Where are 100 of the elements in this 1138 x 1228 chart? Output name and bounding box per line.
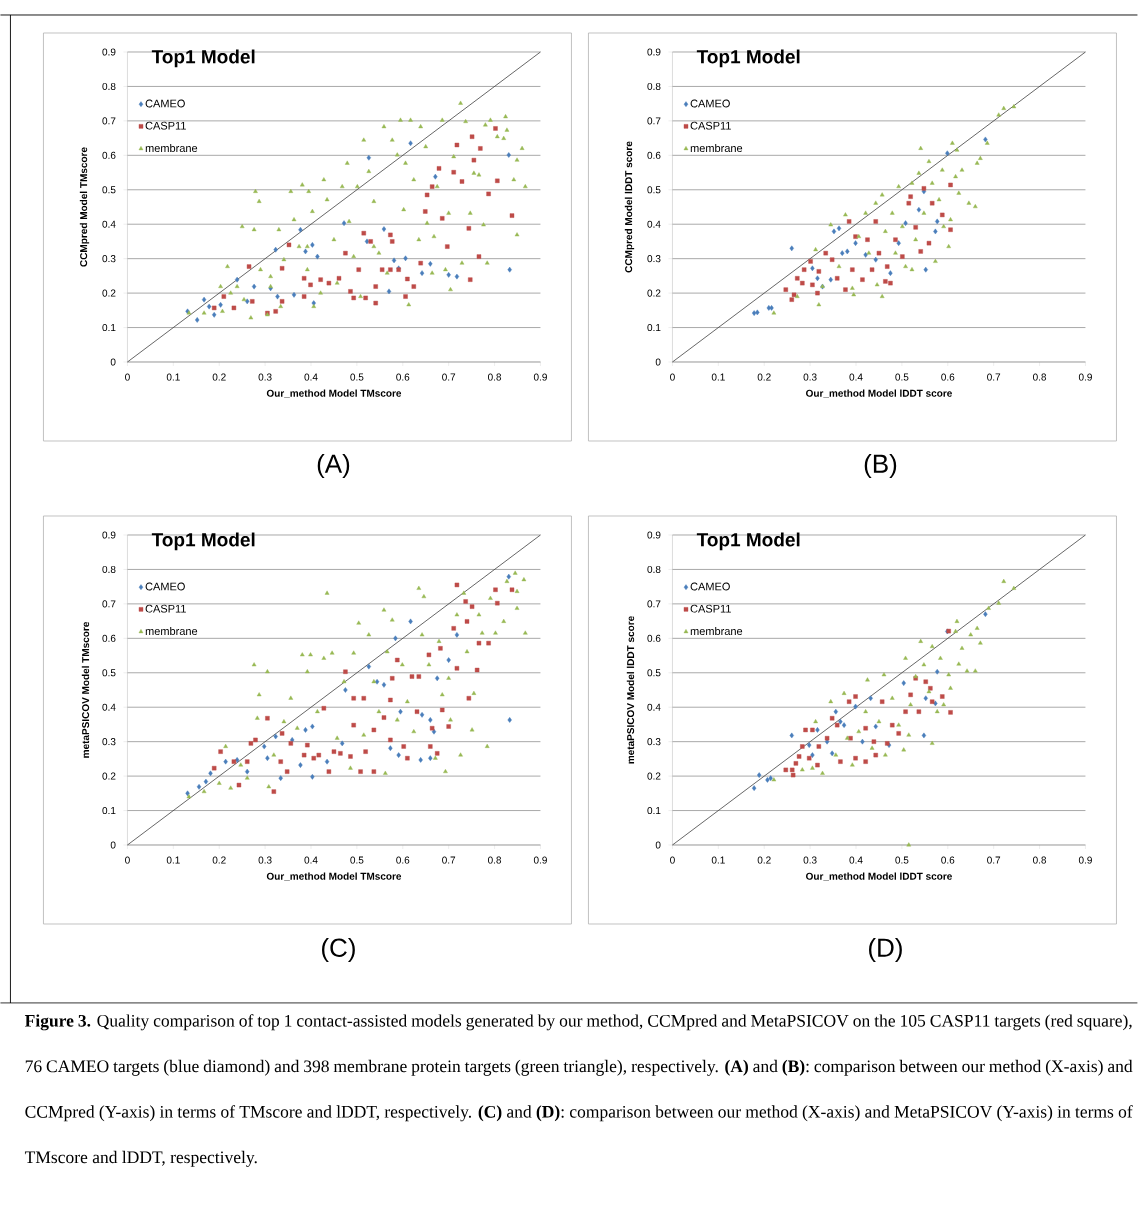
text: (B) (864, 453, 897, 479)
legend-label: CAMEO (145, 582, 185, 591)
text: (C) (322, 937, 355, 963)
x-tick-label: 0.4 (849, 856, 863, 864)
x-tick-label: 0 (670, 373, 675, 381)
x-tick-label: 0 (670, 856, 675, 864)
x-tick-label: 0.6 (396, 856, 410, 864)
legend-label: membrane (690, 143, 743, 153)
x-tick-label: 0.7 (987, 373, 1001, 381)
x-tick-label: 0.3 (803, 856, 817, 864)
chart-title: Top1 Model (151, 49, 255, 68)
x-tick-label: 0.7 (442, 856, 456, 864)
x-tick-label: 0.1 (166, 856, 180, 864)
y-tick-label: 0.1 (647, 324, 661, 332)
x-tick-label: 0 (125, 373, 130, 381)
legend-label: CAMEO (690, 582, 730, 591)
x-tick-label: 0.8 (488, 856, 502, 864)
y-tick-label: 0.8 (102, 565, 116, 573)
y-tick-label: 0.5 (102, 669, 116, 677)
legend-label: CASP11 (690, 604, 731, 613)
y-tick-label: 0.8 (102, 82, 116, 90)
x-tick-label: 0.7 (442, 373, 456, 381)
y-tick-label: 0.2 (647, 289, 661, 297)
legend-label: CASP11 (690, 121, 731, 130)
y-axis-title: CCMpred Model TMscore (79, 147, 90, 267)
x-tick-label: 0.3 (258, 373, 272, 381)
x-axis-title: Our_method Model TMscore (266, 389, 402, 398)
legend-label: membrane (145, 143, 198, 153)
legend-label: membrane (690, 626, 743, 636)
y-tick-label: 0.3 (102, 738, 116, 746)
y-tick-label: 0.8 (647, 565, 661, 573)
y-tick-label: 0.6 (102, 151, 116, 159)
y-tick-label: 0 (110, 841, 116, 849)
x-axis-title: Our_method Model lDDT score (806, 389, 952, 398)
chart-title: Top1 Model (696, 532, 800, 551)
legend-label: membrane (145, 626, 198, 636)
x-tick-label: 0.9 (1078, 373, 1092, 381)
x-tick-label: 0.2 (757, 856, 771, 864)
x-tick-label: 0.5 (350, 856, 364, 864)
y-axis-title: metaPSICOV Model lDDT score (626, 616, 635, 764)
y-tick-label: 0 (655, 358, 661, 366)
y-tick-label: 0.5 (647, 186, 661, 194)
y-tick-label: 0.4 (647, 703, 661, 711)
x-tick-label: 0.5 (350, 373, 364, 381)
text: Figure 3. Quality comparison of top 1 contact-assisted models generated by our method, CCMpred and MetaPSICOV on the 105 CASP11 targets (red square), 76 CAMEO targets (blue diamond) and 398 membrane protein targets (green triangle), respectively. (A) and (B): comparison between our method (X-axis) and CCMpred (Y-axis) in terms of TMscore and lDDT, respectively. (C) and (D): comparison between our method (X-axis) and MetaPSICOV (Y-axis) in terms of TMscore and lDDT, respectively. (24, 1014, 1133, 1167)
legend-label: CASP11 (145, 604, 186, 613)
y-tick-label: 0.9 (647, 48, 661, 56)
x-axis-title: Our_method Model TMscore (266, 872, 402, 881)
y-tick-label: 0.1 (102, 807, 116, 815)
x-tick-label: 0.9 (533, 373, 547, 381)
x-tick-label: 0.9 (1078, 856, 1092, 864)
y-tick-label: 0.2 (647, 772, 661, 780)
x-tick-label: 0.6 (396, 373, 410, 381)
y-tick-label: 0.6 (647, 151, 661, 159)
y-tick-label: 0.8 (647, 82, 661, 90)
x-axis-title: Our_method Model lDDT score (806, 872, 952, 881)
x-tick-label: 0.1 (711, 856, 725, 864)
x-tick-label: 0.4 (849, 373, 863, 381)
y-tick-label: 0.3 (647, 738, 661, 746)
x-tick-label: 0.2 (212, 373, 226, 381)
y-tick-label: 0.7 (102, 600, 116, 608)
y-axis-title: metaPSICOV Model TMscore (81, 621, 90, 758)
x-tick-label: 0.2 (757, 373, 771, 381)
x-tick-label: 0.8 (488, 373, 502, 381)
y-tick-label: 0.4 (102, 220, 116, 228)
x-tick-label: 0.6 (941, 373, 955, 381)
y-tick-label: 0 (110, 358, 116, 366)
y-tick-label: 0.7 (102, 117, 116, 125)
y-tick-label: 0.6 (102, 634, 116, 642)
legend-label: CASP11 (145, 121, 186, 130)
x-tick-label: 0.5 (895, 373, 909, 381)
y-tick-label: 0.2 (102, 772, 116, 780)
chart-title: Top1 Model (696, 49, 800, 68)
y-tick-label: 0.5 (647, 669, 661, 677)
x-tick-label: 0.2 (212, 856, 226, 864)
y-tick-label: 0.9 (102, 531, 116, 539)
y-tick-label: 0.7 (647, 600, 661, 608)
y-tick-label: 0.7 (647, 117, 661, 125)
y-tick-label: 0.6 (647, 634, 661, 642)
text: (A) (317, 453, 350, 479)
legend-label: CAMEO (145, 99, 185, 108)
x-tick-label: 0.7 (987, 856, 1001, 864)
y-axis-title: CCMpred Model lDDT score (624, 141, 635, 273)
text: (D) (869, 937, 902, 963)
y-tick-label: 0.4 (647, 220, 661, 228)
y-tick-label: 0.1 (102, 324, 116, 332)
x-tick-label: 0.9 (533, 856, 547, 864)
y-tick-label: 0.9 (102, 48, 116, 56)
x-tick-label: 0.8 (1033, 373, 1047, 381)
legend-label: CAMEO (690, 99, 730, 108)
y-tick-label: 0.4 (102, 703, 116, 711)
y-tick-label: 0.5 (102, 186, 116, 194)
y-tick-label: 0.3 (102, 255, 116, 263)
chart-title: Top1 Model (151, 532, 255, 551)
x-tick-label: 0.5 (895, 856, 909, 864)
x-tick-label: 0 (125, 856, 130, 864)
x-tick-label: 0.3 (258, 856, 272, 864)
x-tick-label: 0.3 (803, 373, 817, 381)
x-tick-label: 0.8 (1033, 856, 1047, 864)
x-tick-label: 0.4 (304, 856, 318, 864)
